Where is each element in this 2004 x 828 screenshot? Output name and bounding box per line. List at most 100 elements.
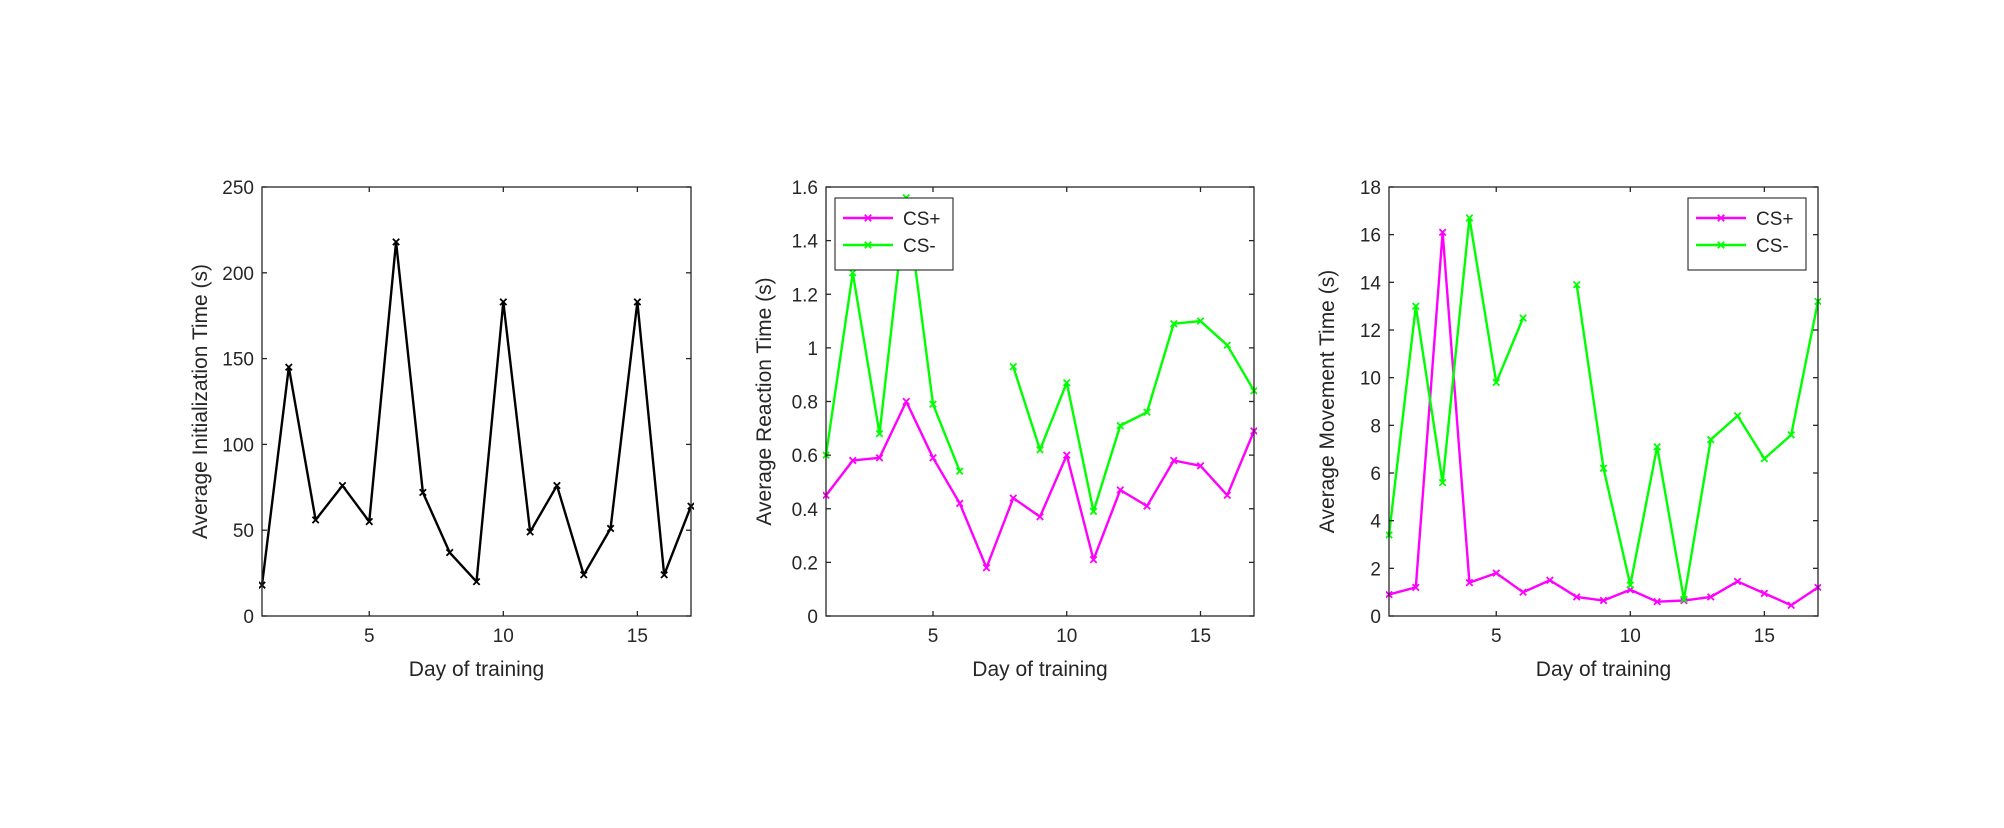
point-CS-plus-day-14 xyxy=(1733,577,1742,586)
point-CS-plus-day-9 xyxy=(1036,512,1044,521)
point-series-1-day-12 xyxy=(553,481,561,490)
point-CS-minus-day-15 xyxy=(1760,454,1769,463)
point-CS-plus-day-13 xyxy=(1143,502,1151,510)
point-CS-plus-day-2 xyxy=(1411,583,1420,592)
point-CS-plus-day-7 xyxy=(1546,576,1554,585)
point-CS-minus-day-11 xyxy=(1089,507,1098,516)
line-CS-minus-segment-2 xyxy=(1012,319,1256,513)
series-group xyxy=(823,193,1257,572)
point-CS-plus-day-10 xyxy=(1062,451,1071,459)
x-tick-label: 10 xyxy=(493,626,514,647)
point-CS-plus-day-12 xyxy=(1116,486,1125,494)
y-tick-label: 12 xyxy=(1360,321,1381,342)
legend-marker-CS-minus xyxy=(1717,241,1725,249)
y-tick-label: 200 xyxy=(222,264,254,285)
point-CS-minus-day-12 xyxy=(1680,595,1688,604)
legend-label-CS-plus: CS+ xyxy=(903,209,941,230)
point-CS-minus-day-8 xyxy=(1009,362,1018,371)
legend-marker-CS-minus xyxy=(864,241,872,249)
point-CS-plus-day-3 xyxy=(1438,228,1447,237)
y-tick-label: 4 xyxy=(1370,512,1381,533)
point-series-1-day-9 xyxy=(472,577,481,586)
point-CS-plus-day-11 xyxy=(1089,555,1098,564)
point-series-1-day-11 xyxy=(526,528,534,536)
point-CS-minus-day-9 xyxy=(1036,445,1044,454)
legend-label-CS-minus: CS- xyxy=(1756,236,1789,257)
legend: CS+ CS- xyxy=(1687,197,1807,271)
line-CS-minus-segment-1 xyxy=(824,196,961,472)
point-series-1-day-2 xyxy=(284,363,293,372)
point-CS-minus-day-6 xyxy=(1519,314,1527,322)
point-CS-plus-day-7 xyxy=(982,563,991,572)
point-CS-plus-day-16 xyxy=(1223,491,1232,500)
y-tick-label: 0.2 xyxy=(792,553,818,574)
point-CS-minus-day-4 xyxy=(1465,214,1474,222)
point-CS-minus-day-10 xyxy=(1062,378,1071,387)
point-CS-minus-day-14 xyxy=(1169,319,1178,328)
point-series-1-day-5 xyxy=(365,517,374,526)
y-tick-label: 0.8 xyxy=(792,393,818,414)
y-axis-label: Average Initialization Time (s) xyxy=(189,264,212,539)
point-series-1-day-10 xyxy=(499,298,508,306)
plot-area xyxy=(262,187,691,616)
x-tick-label: 10 xyxy=(1620,626,1641,647)
y-tick-label: 1.2 xyxy=(792,285,818,306)
point-series-1-day-6 xyxy=(392,238,400,246)
x-tick-label: 10 xyxy=(1056,626,1077,647)
point-series-1-day-15 xyxy=(633,298,642,306)
line-CS-minus-segment-1 xyxy=(1387,216,1525,536)
point-CS-plus-day-4 xyxy=(902,397,911,406)
point-CS-plus-day-15 xyxy=(1760,589,1769,598)
point-series-1-day-13 xyxy=(579,570,588,579)
y-tick-label: 1 xyxy=(807,339,818,360)
y-tick-label: 16 xyxy=(1360,226,1381,247)
point-CS-minus-day-14 xyxy=(1733,411,1742,420)
point-series-1-day-4 xyxy=(338,481,347,490)
point-CS-minus-day-9 xyxy=(1599,464,1608,473)
y-tick-label: 8 xyxy=(1370,416,1381,437)
legend-marker-CS-plus xyxy=(1717,214,1725,222)
point-series-1-day-7 xyxy=(419,488,427,497)
chart-panel-2: 5 10 15 0 0.2 0.4 0.6 0.8 1 1.2 1.4 1.6 Day of train… xyxy=(753,178,1257,681)
x-tick-label: 5 xyxy=(364,626,375,647)
y-tick-label: 14 xyxy=(1360,273,1382,294)
y-tick-label: 250 xyxy=(222,178,254,199)
point-series-1-day-3 xyxy=(311,516,320,524)
y-tick-label: 18 xyxy=(1360,178,1381,199)
point-CS-plus-day-4 xyxy=(1465,578,1474,587)
point-CS-minus-day-2 xyxy=(848,268,857,277)
x-axis-label: Day of training xyxy=(972,658,1107,681)
point-CS-plus-day-6 xyxy=(1519,588,1527,597)
point-CS-plus-day-11 xyxy=(1653,597,1661,606)
y-tick-label: 0 xyxy=(243,607,254,628)
x-tick-label: 15 xyxy=(1754,626,1775,647)
point-CS-plus-day-6 xyxy=(955,499,964,508)
y-tick-label: 100 xyxy=(222,435,254,456)
point-CS-plus-day-15 xyxy=(1196,462,1205,470)
point-CS-minus-day-13 xyxy=(1143,408,1151,417)
point-CS-minus-day-13 xyxy=(1706,435,1715,444)
point-series-1-day-16 xyxy=(660,570,669,579)
chart-panel-3: 5 10 15 0 2 4 6 8 10 12 14 16 18 Day of training Avera… xyxy=(1316,178,1821,681)
x-tick-label: 15 xyxy=(627,626,648,647)
y-axis-label: Average Movement Time (s) xyxy=(1316,270,1339,533)
point-CS-plus-day-14 xyxy=(1169,456,1178,465)
point-CS-plus-day-2 xyxy=(848,456,857,465)
x-axis-label: Day of training xyxy=(1536,658,1671,681)
series-group xyxy=(259,238,694,589)
point-CS-minus-day-11 xyxy=(1653,442,1661,451)
point-CS-minus-day-15 xyxy=(1196,317,1205,325)
point-CS-minus-day-16 xyxy=(1787,431,1796,439)
point-CS-plus-day-8 xyxy=(1572,593,1581,601)
legend-box xyxy=(834,197,954,271)
y-tick-label: 6 xyxy=(1370,464,1381,485)
point-CS-plus-day-13 xyxy=(1706,593,1715,601)
point-CS-minus-day-3 xyxy=(875,429,884,438)
legend-marker-CS-plus xyxy=(864,214,872,222)
y-tick-label: 2 xyxy=(1370,559,1381,580)
y-tick-label: 0.6 xyxy=(792,446,818,467)
point-CS-plus-day-16 xyxy=(1787,601,1796,610)
legend-label-CS-minus: CS- xyxy=(903,236,936,257)
y-axis-label: Average Reaction Time (s) xyxy=(753,277,776,525)
